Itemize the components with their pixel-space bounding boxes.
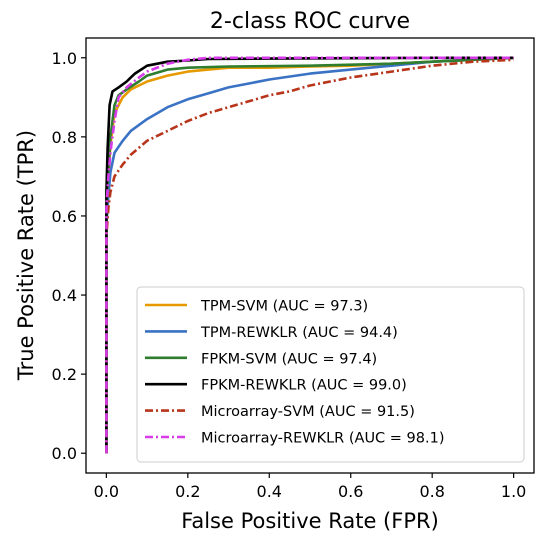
x-axis-ticks: 0.0 0.2 0.4 0.6 0.8 1.0	[94, 473, 526, 501]
legend-box	[136, 286, 525, 463]
y-tick-label: 0.6	[52, 207, 77, 226]
legend-label-1: TPM-SVM (AUC = 97.3)	[200, 299, 368, 315]
x-tick-label: 0.0	[94, 482, 119, 501]
series-line-2	[105, 56, 514, 454]
legend-label-2: TPM-REWKLR (AUC = 94.4)	[200, 325, 398, 341]
legend-label-3: FPKM-SVM (AUC = 97.4)	[201, 351, 377, 367]
chart-title: 2-class ROC curve	[210, 9, 410, 34]
x-tick-label: 0.2	[175, 482, 200, 501]
legend-label-4: FPKM-REWKLR (AUC = 99.0)	[201, 378, 407, 394]
legend-label-6: Microarray-REWKLR (AUC = 98.1)	[201, 431, 445, 447]
x-tick-label: 1.0	[501, 482, 526, 501]
x-tick-label: 0.8	[419, 482, 444, 501]
y-axis-ticks: 0.0 0.2 0.4 0.6 0.8 1.0	[52, 49, 86, 463]
y-axis-label: True Positive Rate (TPR)	[14, 130, 38, 381]
plot-frame	[85, 37, 535, 474]
plot-lines	[105, 56, 514, 454]
series-line-3	[105, 56, 514, 454]
x-axis-label: False Positive Rate (FPR)	[181, 509, 439, 533]
y-tick-label: 0.8	[52, 128, 77, 147]
y-tick-label: 0.2	[52, 365, 77, 384]
y-tick-label: 0.4	[52, 286, 77, 305]
series-line-6	[105, 56, 514, 454]
legend: TPM-SVM (AUC = 97.3) TPM-REWKLR (AUC = 94…	[136, 286, 525, 463]
x-tick-label: 0.4	[257, 482, 282, 501]
legend-label-5: Microarray-SVM (AUC = 91.5)	[201, 404, 415, 420]
y-tick-label: 1.0	[52, 49, 77, 68]
x-tick-label: 0.6	[338, 482, 363, 501]
y-tick-label: 0.0	[52, 444, 77, 463]
series-line-5	[105, 58, 514, 454]
